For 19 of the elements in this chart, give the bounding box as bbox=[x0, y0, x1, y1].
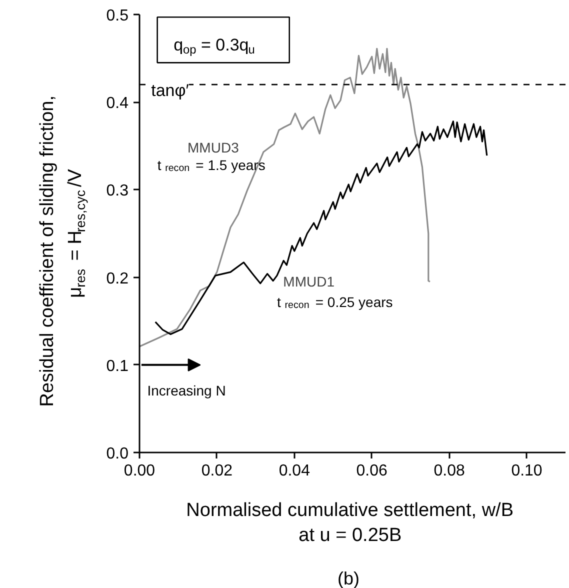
x-tick-label: 0.02 bbox=[201, 462, 233, 480]
x-tick-label: 0.04 bbox=[278, 462, 310, 480]
ref-line-label: tanφ′ bbox=[151, 81, 189, 100]
y-tick-label: 0.1 bbox=[106, 358, 129, 375]
x-tick-label: 0.00 bbox=[124, 462, 156, 480]
x-tick-label: 0.10 bbox=[511, 462, 542, 480]
series-label: MMUD3 bbox=[188, 140, 240, 156]
series-label: MMUD1 bbox=[283, 274, 335, 290]
y-tick-label: 0.0 bbox=[106, 446, 129, 462]
y-tick-label: 0.4 bbox=[106, 95, 129, 112]
annotation: Increasing N bbox=[147, 382, 226, 398]
y-tick-label: 0.2 bbox=[106, 270, 129, 288]
x-tick-label: 0.08 bbox=[434, 462, 465, 480]
text: (b) bbox=[337, 568, 360, 588]
line-series bbox=[154, 120, 488, 336]
x-tick-label: 0.06 bbox=[356, 462, 388, 480]
x-axis-title: Normalised cumulative settlement, w/B at u = 0.25B bbox=[186, 500, 514, 546]
y-tick-label: 0.3 bbox=[106, 182, 129, 200]
y-tick-label: 0.5 bbox=[106, 8, 129, 24]
